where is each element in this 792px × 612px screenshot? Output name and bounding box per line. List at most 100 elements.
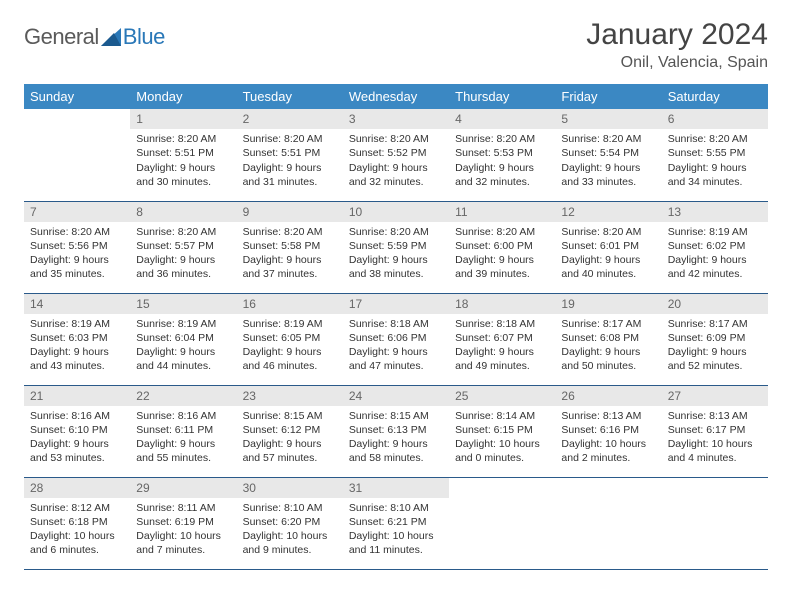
day-content: Sunrise: 8:10 AMSunset: 6:20 PMDaylight:… — [237, 498, 343, 564]
daylight-text-1: Daylight: 9 hours — [349, 345, 443, 359]
day-content: Sunrise: 8:11 AMSunset: 6:19 PMDaylight:… — [130, 498, 236, 564]
calendar-week-row: 14Sunrise: 8:19 AMSunset: 6:03 PMDayligh… — [24, 293, 768, 385]
day-content: Sunrise: 8:17 AMSunset: 6:09 PMDaylight:… — [662, 314, 768, 380]
day-number: 1 — [130, 109, 236, 129]
day-content: Sunrise: 8:20 AMSunset: 5:54 PMDaylight:… — [555, 129, 661, 195]
daylight-text-2: and 42 minutes. — [668, 267, 762, 281]
day-number: 14 — [24, 294, 130, 314]
calendar-day-cell: 17Sunrise: 8:18 AMSunset: 6:06 PMDayligh… — [343, 293, 449, 385]
sunset-text: Sunset: 6:04 PM — [136, 331, 230, 345]
day-content: Sunrise: 8:15 AMSunset: 6:12 PMDaylight:… — [237, 406, 343, 472]
calendar-day-cell: 7Sunrise: 8:20 AMSunset: 5:56 PMDaylight… — [24, 201, 130, 293]
daylight-text-1: Daylight: 9 hours — [668, 253, 762, 267]
daylight-text-1: Daylight: 10 hours — [349, 529, 443, 543]
day-number: 9 — [237, 202, 343, 222]
calendar-day-cell: 12Sunrise: 8:20 AMSunset: 6:01 PMDayligh… — [555, 201, 661, 293]
calendar-head: SundayMondayTuesdayWednesdayThursdayFrid… — [24, 84, 768, 109]
day-number: 24 — [343, 386, 449, 406]
day-number: 3 — [343, 109, 449, 129]
logo-text-blue: Blue — [123, 24, 165, 50]
calendar-day-cell: 28Sunrise: 8:12 AMSunset: 6:18 PMDayligh… — [24, 477, 130, 569]
daylight-text-2: and 52 minutes. — [668, 359, 762, 373]
sunset-text: Sunset: 6:06 PM — [349, 331, 443, 345]
month-title: January 2024 — [586, 18, 768, 52]
weekday-header: Tuesday — [237, 84, 343, 109]
sunset-text: Sunset: 5:55 PM — [668, 146, 762, 160]
day-content: Sunrise: 8:20 AMSunset: 5:57 PMDaylight:… — [130, 222, 236, 288]
sunrise-text: Sunrise: 8:20 AM — [668, 132, 762, 146]
daylight-text-1: Daylight: 10 hours — [30, 529, 124, 543]
weekday-header: Friday — [555, 84, 661, 109]
title-block: January 2024 Onil, Valencia, Spain — [586, 18, 768, 72]
daylight-text-2: and 4 minutes. — [668, 451, 762, 465]
day-content: Sunrise: 8:10 AMSunset: 6:21 PMDaylight:… — [343, 498, 449, 564]
calendar-day-cell: 22Sunrise: 8:16 AMSunset: 6:11 PMDayligh… — [130, 385, 236, 477]
sunrise-text: Sunrise: 8:10 AM — [349, 501, 443, 515]
daylight-text-2: and 30 minutes. — [136, 175, 230, 189]
daylight-text-1: Daylight: 10 hours — [668, 437, 762, 451]
daylight-text-2: and 6 minutes. — [30, 543, 124, 557]
daylight-text-2: and 7 minutes. — [136, 543, 230, 557]
day-content: Sunrise: 8:18 AMSunset: 6:06 PMDaylight:… — [343, 314, 449, 380]
day-number: 31 — [343, 478, 449, 498]
sunset-text: Sunset: 6:02 PM — [668, 239, 762, 253]
day-number: 28 — [24, 478, 130, 498]
sunset-text: Sunset: 5:51 PM — [136, 146, 230, 160]
sunset-text: Sunset: 6:20 PM — [243, 515, 337, 529]
calendar-day-cell: 2Sunrise: 8:20 AMSunset: 5:51 PMDaylight… — [237, 109, 343, 201]
sunrise-text: Sunrise: 8:15 AM — [243, 409, 337, 423]
daylight-text-2: and 35 minutes. — [30, 267, 124, 281]
day-content: Sunrise: 8:20 AMSunset: 5:51 PMDaylight:… — [237, 129, 343, 195]
sunset-text: Sunset: 6:17 PM — [668, 423, 762, 437]
day-number: 15 — [130, 294, 236, 314]
day-content: Sunrise: 8:19 AMSunset: 6:02 PMDaylight:… — [662, 222, 768, 288]
daylight-text-2: and 2 minutes. — [561, 451, 655, 465]
sunrise-text: Sunrise: 8:11 AM — [136, 501, 230, 515]
sunrise-text: Sunrise: 8:20 AM — [243, 225, 337, 239]
daylight-text-2: and 47 minutes. — [349, 359, 443, 373]
sunrise-text: Sunrise: 8:20 AM — [349, 225, 443, 239]
calendar-day-cell: 1Sunrise: 8:20 AMSunset: 5:51 PMDaylight… — [130, 109, 236, 201]
sunset-text: Sunset: 5:58 PM — [243, 239, 337, 253]
daylight-text-1: Daylight: 9 hours — [349, 253, 443, 267]
calendar-day-cell: 30Sunrise: 8:10 AMSunset: 6:20 PMDayligh… — [237, 477, 343, 569]
day-content: Sunrise: 8:12 AMSunset: 6:18 PMDaylight:… — [24, 498, 130, 564]
sunset-text: Sunset: 6:13 PM — [349, 423, 443, 437]
sunrise-text: Sunrise: 8:19 AM — [136, 317, 230, 331]
calendar-day-cell: 5Sunrise: 8:20 AMSunset: 5:54 PMDaylight… — [555, 109, 661, 201]
daylight-text-1: Daylight: 9 hours — [243, 437, 337, 451]
sunrise-text: Sunrise: 8:18 AM — [455, 317, 549, 331]
calendar-day-cell: 4Sunrise: 8:20 AMSunset: 5:53 PMDaylight… — [449, 109, 555, 201]
day-content: Sunrise: 8:19 AMSunset: 6:04 PMDaylight:… — [130, 314, 236, 380]
day-content: Sunrise: 8:18 AMSunset: 6:07 PMDaylight:… — [449, 314, 555, 380]
sunset-text: Sunset: 6:08 PM — [561, 331, 655, 345]
sunset-text: Sunset: 5:56 PM — [30, 239, 124, 253]
sunset-text: Sunset: 5:54 PM — [561, 146, 655, 160]
sunset-text: Sunset: 5:52 PM — [349, 146, 443, 160]
day-content: Sunrise: 8:20 AMSunset: 5:56 PMDaylight:… — [24, 222, 130, 288]
sunrise-text: Sunrise: 8:13 AM — [668, 409, 762, 423]
day-number: 17 — [343, 294, 449, 314]
sunrise-text: Sunrise: 8:18 AM — [349, 317, 443, 331]
sunset-text: Sunset: 6:16 PM — [561, 423, 655, 437]
calendar-day-cell: 31Sunrise: 8:10 AMSunset: 6:21 PMDayligh… — [343, 477, 449, 569]
calendar-day-cell — [662, 477, 768, 569]
daylight-text-2: and 11 minutes. — [349, 543, 443, 557]
daylight-text-2: and 50 minutes. — [561, 359, 655, 373]
daylight-text-2: and 40 minutes. — [561, 267, 655, 281]
daylight-text-1: Daylight: 9 hours — [561, 253, 655, 267]
weekday-header: Monday — [130, 84, 236, 109]
weekday-header: Sunday — [24, 84, 130, 109]
logo-text-general: General — [24, 24, 99, 50]
calendar-day-cell — [555, 477, 661, 569]
sunset-text: Sunset: 6:00 PM — [455, 239, 549, 253]
day-content: Sunrise: 8:20 AMSunset: 5:59 PMDaylight:… — [343, 222, 449, 288]
calendar-day-cell: 15Sunrise: 8:19 AMSunset: 6:04 PMDayligh… — [130, 293, 236, 385]
daylight-text-1: Daylight: 9 hours — [561, 161, 655, 175]
sunrise-text: Sunrise: 8:12 AM — [30, 501, 124, 515]
day-content: Sunrise: 8:16 AMSunset: 6:11 PMDaylight:… — [130, 406, 236, 472]
calendar-day-cell: 24Sunrise: 8:15 AMSunset: 6:13 PMDayligh… — [343, 385, 449, 477]
daylight-text-1: Daylight: 9 hours — [243, 253, 337, 267]
daylight-text-1: Daylight: 9 hours — [30, 437, 124, 451]
sunrise-text: Sunrise: 8:19 AM — [30, 317, 124, 331]
